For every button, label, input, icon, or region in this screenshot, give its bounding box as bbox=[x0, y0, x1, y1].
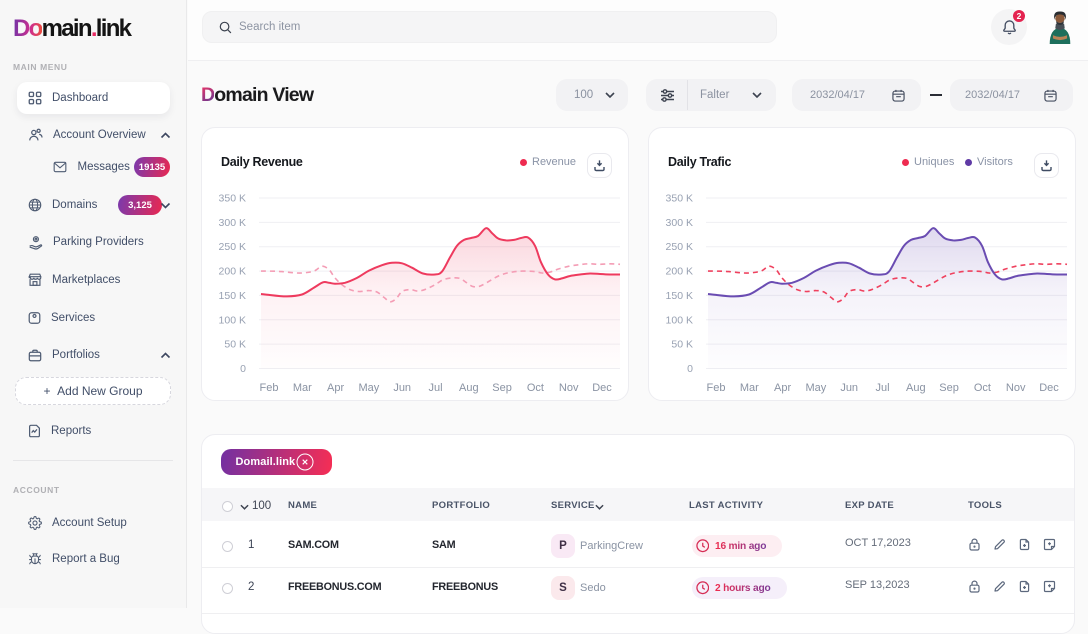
svg-text:Apr: Apr bbox=[327, 382, 344, 394]
svg-text:Feb: Feb bbox=[260, 382, 279, 394]
svg-text:Mar: Mar bbox=[293, 382, 312, 394]
svg-text:50 K: 50 K bbox=[671, 339, 693, 351]
svg-text:150 K: 150 K bbox=[666, 290, 693, 302]
svg-text:Sep: Sep bbox=[492, 382, 512, 394]
svg-text:350 K: 350 K bbox=[666, 193, 693, 205]
svg-text:Nov: Nov bbox=[1006, 382, 1026, 394]
svg-text:Jun: Jun bbox=[840, 382, 858, 394]
svg-text:0: 0 bbox=[240, 363, 246, 375]
svg-text:Dec: Dec bbox=[1039, 382, 1059, 394]
svg-text:Oct: Oct bbox=[974, 382, 991, 394]
svg-text:200 K: 200 K bbox=[666, 266, 693, 278]
svg-text:100 K: 100 K bbox=[219, 314, 246, 326]
svg-text:Jun: Jun bbox=[393, 382, 411, 394]
svg-text:0: 0 bbox=[687, 363, 693, 375]
svg-text:Apr: Apr bbox=[774, 382, 791, 394]
svg-text:Jul: Jul bbox=[875, 382, 889, 394]
svg-text:350 K: 350 K bbox=[219, 193, 246, 205]
svg-text:Mar: Mar bbox=[740, 382, 759, 394]
svg-text:250 K: 250 K bbox=[219, 241, 246, 253]
svg-text:Oct: Oct bbox=[527, 382, 544, 394]
svg-text:300 K: 300 K bbox=[666, 217, 693, 229]
svg-text:Aug: Aug bbox=[459, 382, 479, 394]
svg-text:300 K: 300 K bbox=[219, 217, 246, 229]
svg-text:Sep: Sep bbox=[939, 382, 959, 394]
svg-text:150 K: 150 K bbox=[219, 290, 246, 302]
svg-text:Dec: Dec bbox=[592, 382, 612, 394]
svg-text:May: May bbox=[806, 382, 827, 394]
svg-text:Nov: Nov bbox=[559, 382, 579, 394]
svg-text:Jul: Jul bbox=[428, 382, 442, 394]
svg-text:Feb: Feb bbox=[707, 382, 726, 394]
svg-text:Aug: Aug bbox=[906, 382, 926, 394]
svg-text:100 K: 100 K bbox=[666, 314, 693, 326]
svg-text:200 K: 200 K bbox=[219, 266, 246, 278]
svg-text:50 K: 50 K bbox=[224, 339, 246, 351]
svg-text:250 K: 250 K bbox=[666, 241, 693, 253]
svg-text:May: May bbox=[359, 382, 380, 394]
